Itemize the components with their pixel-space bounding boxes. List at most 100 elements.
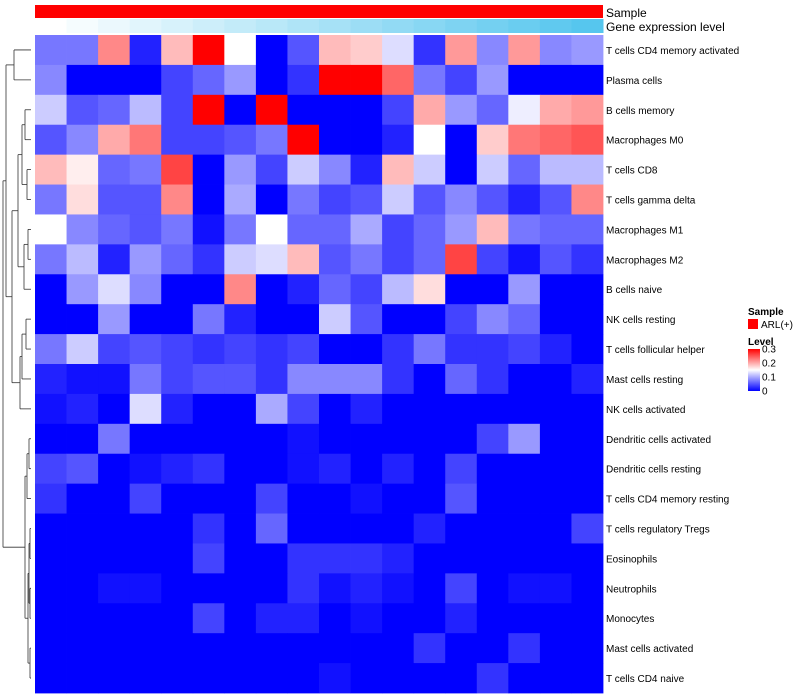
heatmap-cell [539,663,572,694]
heatmap-cell [192,483,225,514]
heatmap-cell [35,423,67,455]
heatmap-cell [66,214,99,245]
heatmap-cell [192,184,225,215]
heatmap-cell [571,304,604,335]
heatmap-cell [35,543,67,574]
heatmap-cell [508,124,541,156]
heatmap-cell [161,663,194,694]
heatmap-cell [161,124,194,156]
heatmap-cell [382,483,415,514]
heatmap-cell [382,603,415,634]
heatmap-cells [35,35,604,694]
heatmap-cell [445,633,478,664]
heatmap-cell [413,633,446,664]
heatmap-cell [382,304,415,335]
heatmap-cell [445,154,478,185]
heatmap-cell [35,483,67,514]
heatmap-cell [350,513,383,544]
heatmap-cell [66,573,99,604]
heatmap-cell [192,513,225,544]
heatmap-cell [224,543,257,574]
heatmap-cell [413,573,446,604]
heatmap-cell [66,94,99,126]
legend-sample-swatch [748,319,758,329]
heatmap-cell [571,453,604,485]
expression-annotation-cell [319,19,352,33]
heatmap-cell [35,64,67,96]
heatmap-cell [319,214,351,245]
heatmap-cell [445,603,478,634]
heatmap-cell [413,364,446,395]
heatmap-cell [382,393,415,425]
heatmap-cell [192,364,225,395]
heatmap-cell [539,453,572,485]
heatmap-cell [571,154,604,185]
heatmap-cell [192,663,225,694]
heatmap-cell [476,364,509,395]
heatmap-cell [66,423,99,455]
heatmap-cell [161,453,194,485]
legend-level-tick: 0.2 [762,359,776,370]
heatmap-cell [129,364,162,395]
heatmap-cell [192,64,225,96]
heatmap-cell [539,334,572,365]
heatmap-cell [413,244,446,275]
heatmap-cell [129,184,162,215]
heatmap-cell [35,573,67,604]
heatmap-cell [539,154,572,185]
heatmap-cell [192,453,225,485]
heatmap-cell [539,64,572,96]
heatmap-cell [319,603,351,634]
heatmap-cell [350,483,383,514]
heatmap-cell [255,214,288,245]
heatmap-cell [35,334,67,365]
heatmap-cell [255,543,288,574]
expression-annotation-cell [287,19,320,33]
heatmap-cell [35,35,67,66]
heatmap-cell [161,274,194,305]
heatmap-cell [539,304,572,335]
heatmap-cell [445,64,478,96]
heatmap-cell [413,393,446,425]
heatmap-cell [476,513,509,544]
row-label: Plasma cells [606,76,662,87]
heatmap-cell [413,543,446,574]
heatmap-cell [571,94,604,126]
heatmap-cell [98,364,131,395]
legend-level-tick: 0.1 [762,373,776,384]
heatmap-cell [350,603,383,634]
heatmap-cell [161,483,194,514]
heatmap-cell [255,603,288,634]
heatmap-cell [382,423,415,455]
heatmap-cell [350,154,383,185]
expression-annotation-cell [224,19,257,33]
heatmap-cell [319,35,351,66]
heatmap-cell [319,573,351,604]
heatmap-cell [287,244,320,275]
heatmap-cell [192,573,225,604]
heatmap-cell [445,483,478,514]
heatmap-cell [287,423,320,455]
row-label: Monocytes [606,614,654,625]
heatmap-cell [319,274,351,305]
heatmap-cell [35,633,67,664]
heatmap-cell [129,244,162,275]
heatmap-cell [287,184,320,215]
heatmap-cell [224,633,257,664]
heatmap-cell [413,334,446,365]
heatmap-cell [287,364,320,395]
heatmap-cell [382,663,415,694]
heatmap-cell [445,663,478,694]
heatmap-cell [98,633,131,664]
heatmap-cell [319,154,351,185]
heatmap-cell [476,184,509,215]
heatmap-cell [161,364,194,395]
heatmap-cell [476,393,509,425]
heatmap-cell [129,423,162,455]
heatmap-cell [445,573,478,604]
heatmap-cell [508,214,541,245]
heatmap-cell [161,603,194,634]
heatmap-cell [350,573,383,604]
heatmap-cell [35,214,67,245]
heatmap-cell [350,543,383,574]
